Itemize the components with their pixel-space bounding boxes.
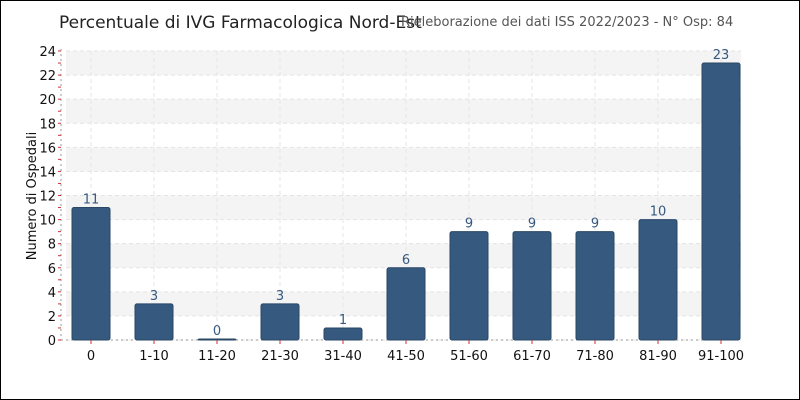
y-tick-label: 22	[39, 69, 56, 84]
bar	[71, 207, 111, 341]
bar-value-label: 3	[150, 289, 158, 304]
bar-value-label: 9	[465, 217, 473, 232]
bar-value-label: 3	[276, 289, 284, 304]
grid-band	[66, 51, 741, 76]
y-tick-label: 12	[39, 190, 56, 205]
bar	[638, 219, 678, 341]
y-tick-label: 24	[39, 45, 56, 60]
bar-value-label: 9	[528, 217, 536, 232]
chart-subtitle: Rieleborazione dei dati ISS 2022/2023 - …	[401, 15, 734, 30]
bar-value-label: 10	[650, 205, 667, 220]
grid-band	[66, 147, 741, 172]
bar	[323, 327, 363, 341]
bar	[260, 303, 300, 341]
y-tick-label: 6	[48, 262, 56, 277]
x-tick-label: 41-50	[387, 349, 425, 364]
x-tick-label: 91-100	[698, 349, 744, 364]
y-tick-label: 10	[39, 214, 56, 229]
grid-band	[66, 243, 741, 268]
bar	[197, 338, 237, 341]
bar	[701, 62, 741, 341]
y-tick-label: 0	[48, 334, 56, 349]
bar	[134, 303, 174, 341]
y-tick-label: 2	[48, 310, 56, 325]
x-tick-label: 71-80	[576, 349, 614, 364]
y-tick-label: 18	[39, 117, 56, 132]
x-tick-label: 0	[87, 349, 95, 364]
bar	[512, 231, 552, 341]
x-tick-label: 51-60	[450, 349, 488, 364]
bar	[449, 231, 489, 341]
bar-value-label: 23	[713, 48, 730, 63]
x-tick-label: 61-70	[513, 349, 551, 364]
y-axis-label: Numero di Ospedali	[25, 132, 40, 260]
bar-value-label: 6	[402, 253, 410, 268]
bar	[575, 231, 615, 341]
grid-band	[66, 195, 741, 220]
chart-title: Percentuale di IVG Farmacologica Nord-Es…	[59, 13, 422, 33]
x-tick-label: 31-40	[324, 349, 362, 364]
bar-value-label: 0	[213, 324, 221, 339]
bar-value-label: 11	[83, 193, 100, 208]
y-tick-label: 4	[48, 286, 56, 301]
x-tick-label: 81-90	[639, 349, 677, 364]
bar-value-label: 1	[339, 313, 347, 328]
y-tick-label: 16	[39, 141, 56, 156]
x-tick-label: 11-20	[198, 349, 236, 364]
grid-band	[66, 99, 741, 124]
y-tick-label: 20	[39, 93, 56, 108]
y-tick-label: 14	[39, 165, 56, 180]
x-tick-label: 1-10	[139, 349, 169, 364]
bar-value-label: 9	[591, 217, 599, 232]
x-tick-label: 21-30	[261, 349, 299, 364]
bar	[386, 267, 426, 341]
y-tick-label: 8	[48, 238, 56, 253]
